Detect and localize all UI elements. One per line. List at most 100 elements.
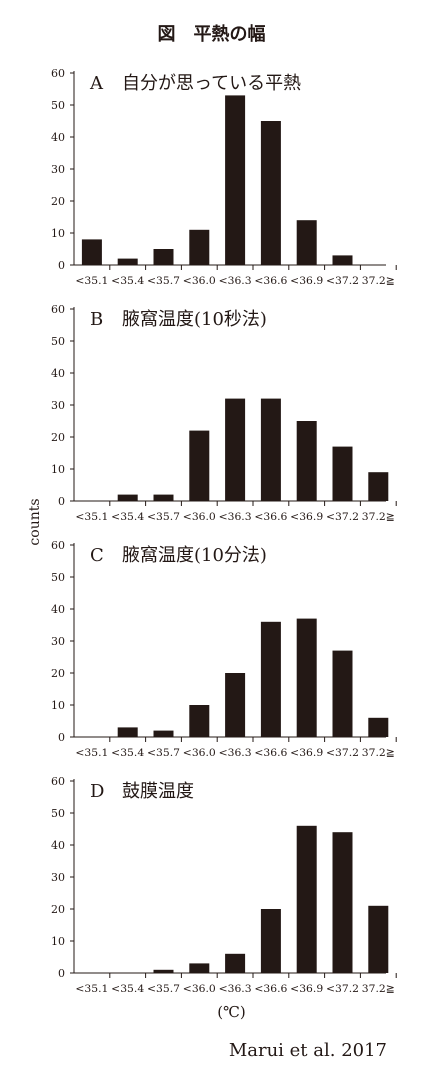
bar bbox=[260, 909, 281, 973]
x-tick-label: <35.7 bbox=[147, 511, 180, 523]
y-tick-label: 20 bbox=[51, 903, 65, 916]
x-tick-label: <36.9 bbox=[290, 983, 323, 995]
panel-title: 腋窩温度(10分法) bbox=[122, 545, 267, 566]
bar bbox=[117, 258, 138, 265]
bar bbox=[260, 621, 281, 737]
bar bbox=[225, 953, 246, 973]
x-tick-label: <36.6 bbox=[254, 275, 287, 287]
bar bbox=[189, 430, 210, 501]
y-tick-label: 50 bbox=[51, 807, 65, 820]
bar bbox=[153, 494, 174, 501]
bar bbox=[332, 650, 353, 737]
figure-title-label: 図 bbox=[157, 24, 176, 45]
bar bbox=[296, 220, 317, 265]
x-tick-label: <35.7 bbox=[147, 747, 180, 759]
x-tick-label: <35.4 bbox=[111, 983, 144, 995]
x-tick-label: <35.4 bbox=[111, 511, 144, 523]
y-tick-label: 50 bbox=[51, 99, 65, 112]
x-tick-label: <37.2 bbox=[326, 747, 359, 759]
y-tick-label: 60 bbox=[51, 539, 65, 552]
y-tick-label: 10 bbox=[51, 463, 65, 476]
y-tick-label: 40 bbox=[51, 839, 65, 852]
x-tick-label: <36.6 bbox=[254, 511, 287, 523]
x-tick-label: <36.9 bbox=[290, 511, 323, 523]
bar bbox=[368, 717, 389, 737]
y-tick-label: 40 bbox=[51, 367, 65, 380]
y-tick-label: 30 bbox=[51, 635, 65, 648]
x-tick-label: <37.2 bbox=[326, 983, 359, 995]
panel-title: 自分が思っている平熱 bbox=[122, 73, 301, 94]
y-tick-label: 20 bbox=[51, 195, 65, 208]
y-tick-label: 10 bbox=[51, 935, 65, 948]
y-tick-label: 40 bbox=[51, 603, 65, 616]
x-tick-label: <35.1 bbox=[75, 275, 108, 287]
y-tick-label: 30 bbox=[51, 399, 65, 412]
x-tick-label: <36.9 bbox=[290, 275, 323, 287]
x-tick-label: <35.4 bbox=[111, 747, 144, 759]
bar bbox=[296, 618, 317, 737]
panel-letter: A bbox=[89, 73, 104, 94]
x-tick-label: <35.1 bbox=[75, 511, 108, 523]
bar bbox=[225, 673, 246, 737]
x-tick-label: <36.6 bbox=[254, 747, 287, 759]
bar bbox=[368, 905, 389, 973]
x-axis-unit: (℃) bbox=[217, 1003, 246, 1021]
x-tick-label: <37.2 bbox=[326, 275, 359, 287]
x-tick-label: <36.3 bbox=[219, 747, 252, 759]
x-tick-label: <35.7 bbox=[147, 275, 180, 287]
x-tick-label: <36.0 bbox=[183, 511, 216, 523]
y-tick-label: 0 bbox=[58, 731, 65, 744]
figure-title-text: 平熱の幅 bbox=[193, 24, 266, 45]
x-tick-label: <36.0 bbox=[183, 747, 216, 759]
y-tick-label: 60 bbox=[51, 775, 65, 788]
x-tick-label: <35.7 bbox=[147, 983, 180, 995]
bar bbox=[332, 255, 353, 265]
panel-letter: C bbox=[90, 545, 104, 566]
x-tick-label: <35.1 bbox=[75, 747, 108, 759]
y-tick-label: 50 bbox=[51, 571, 65, 584]
panel-title: 鼓膜温度 bbox=[122, 781, 194, 802]
x-tick-label: <36.3 bbox=[219, 511, 252, 523]
y-tick-label: 30 bbox=[51, 871, 65, 884]
bar bbox=[153, 730, 174, 737]
x-tick-label: <36.0 bbox=[183, 983, 216, 995]
x-tick-label: 37.2≧ bbox=[362, 511, 395, 523]
source-citation: Marui et al. 2017 bbox=[228, 1040, 387, 1061]
x-tick-label: <35.1 bbox=[75, 983, 108, 995]
bar bbox=[296, 421, 317, 501]
y-tick-label: 0 bbox=[58, 259, 65, 272]
bar bbox=[189, 705, 210, 737]
panel-letter: B bbox=[90, 309, 103, 330]
x-tick-label: 37.2≧ bbox=[362, 275, 395, 287]
y-tick-label: 50 bbox=[51, 335, 65, 348]
x-tick-label: <36.6 bbox=[254, 983, 287, 995]
x-tick-label: <35.4 bbox=[111, 275, 144, 287]
y-tick-label: 20 bbox=[51, 667, 65, 680]
bar bbox=[368, 472, 389, 501]
bar bbox=[225, 398, 246, 501]
y-tick-label: 60 bbox=[51, 303, 65, 316]
y-tick-label: 0 bbox=[58, 495, 65, 508]
panel-letter: D bbox=[90, 781, 104, 802]
bar bbox=[296, 825, 317, 973]
x-tick-label: <36.9 bbox=[290, 747, 323, 759]
y-tick-label: 20 bbox=[51, 431, 65, 444]
bar bbox=[81, 239, 102, 265]
x-tick-label: <36.3 bbox=[219, 983, 252, 995]
bar bbox=[189, 963, 210, 973]
panel-title: 腋窩温度(10秒法) bbox=[122, 309, 267, 330]
bar bbox=[117, 727, 138, 737]
bar bbox=[189, 229, 210, 265]
x-tick-label: 37.2≧ bbox=[362, 983, 395, 995]
bar bbox=[153, 969, 174, 973]
bar bbox=[332, 446, 353, 501]
bar bbox=[260, 121, 281, 265]
bar bbox=[225, 95, 246, 266]
bar bbox=[260, 398, 281, 501]
bar bbox=[117, 494, 138, 501]
